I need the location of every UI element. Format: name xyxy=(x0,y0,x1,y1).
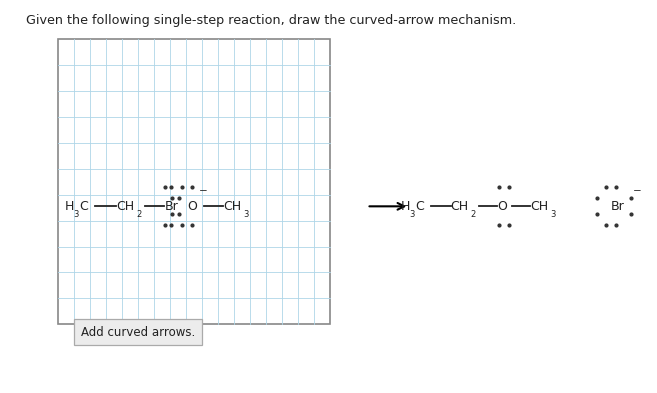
Text: 2: 2 xyxy=(136,210,141,219)
Text: 3: 3 xyxy=(73,210,78,219)
Text: O: O xyxy=(187,200,197,213)
Text: 3: 3 xyxy=(409,210,415,219)
Text: Br: Br xyxy=(611,200,625,213)
Text: 3: 3 xyxy=(243,210,248,219)
Text: CH: CH xyxy=(530,200,549,213)
Text: O: O xyxy=(497,200,507,213)
FancyBboxPatch shape xyxy=(74,319,202,345)
Text: 2: 2 xyxy=(470,210,476,219)
Text: 3: 3 xyxy=(550,210,555,219)
Text: CH: CH xyxy=(223,200,242,213)
Text: −: − xyxy=(633,186,642,196)
Text: −: − xyxy=(199,186,208,196)
Text: Add curved arrows.: Add curved arrows. xyxy=(81,325,195,339)
Text: C: C xyxy=(415,200,424,213)
Bar xyxy=(58,39,330,324)
Text: H: H xyxy=(401,200,410,213)
Text: Br: Br xyxy=(164,200,178,213)
Text: C: C xyxy=(79,200,87,213)
Text: CH: CH xyxy=(116,200,135,213)
Text: CH: CH xyxy=(451,200,469,213)
Text: H: H xyxy=(64,200,74,213)
Text: Given the following single-step reaction, draw the curved-arrow mechanism.: Given the following single-step reaction… xyxy=(26,14,516,27)
